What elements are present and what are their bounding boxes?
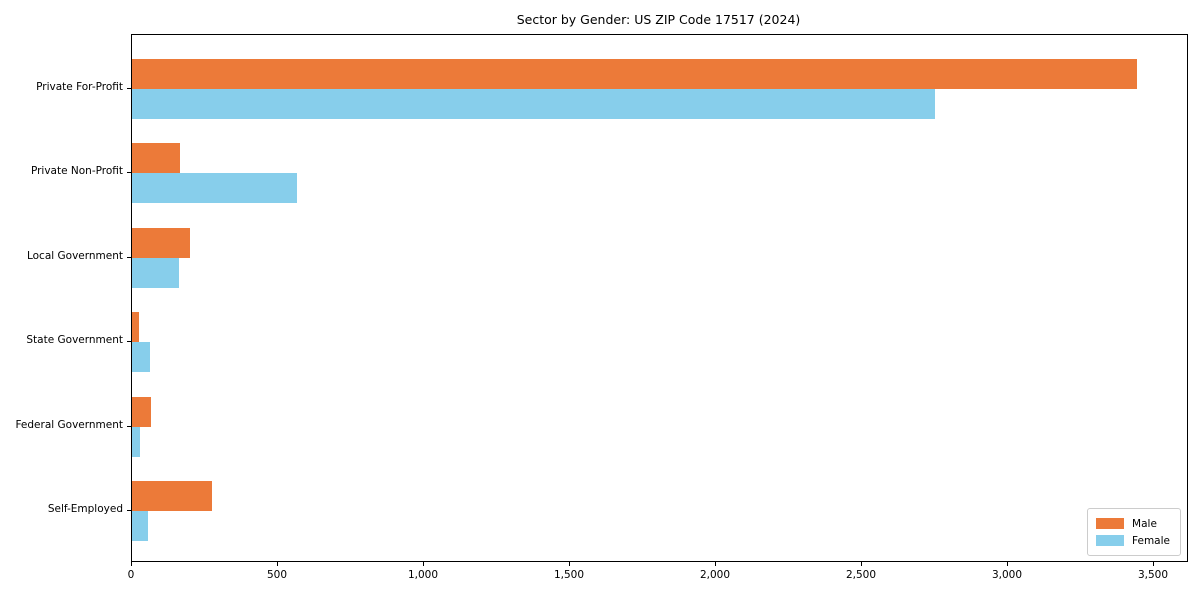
x-tick-label-3000: 3,000 [991,569,1023,581]
legend: Male Female [1087,508,1181,556]
x-tick-mark [1007,562,1008,566]
y-tick-label-private-non-profit: Private Non-Profit [30,165,123,178]
x-tick-mark [277,562,278,566]
chart-title: Sector by Gender: US ZIP Code 17517 (202… [516,12,801,27]
bar-male-self-employed [132,481,213,511]
legend-item-female: Female [1096,532,1170,549]
x-tick-label-1500: 1,500 [553,569,585,581]
plot-area: Male Female [131,34,1188,562]
bar-female-self-employed [132,511,148,541]
x-tick-label-500: 500 [266,569,288,581]
x-tick-mark [861,562,862,566]
x-tick-label-2000: 2,000 [699,569,731,581]
x-tick-mark [569,562,570,566]
x-tick-mark [1153,562,1154,566]
x-tick-mark [715,562,716,566]
y-tick-mark [127,88,131,89]
y-tick-mark [127,256,131,258]
bar-female-private-non-profit [132,173,297,204]
y-tick-label-private-for-profit: Private For-Profit [36,81,123,93]
bar-male-federal-government [132,396,151,427]
bar-male-private-for-profit [132,59,1137,89]
bar-female-state-government [132,342,151,373]
x-tick-label-0: 0 [127,569,135,581]
y-tick-mark [127,341,131,343]
x-tick-label-2500: 2,500 [845,569,877,581]
bar-male-private-non-profit [132,143,181,174]
bar-female-local-government [132,257,179,288]
y-tick-mark [127,425,131,427]
y-tick-label-state-government: State Government [26,334,123,347]
x-tick-label-3500: 3,500 [1137,569,1169,581]
y-tick-label-federal-government: Federal Government [15,418,123,431]
bar-female-private-for-profit [132,89,935,119]
bar-female-federal-government [132,426,141,457]
x-tick-mark [423,562,424,566]
x-tick-label-1000: 1,000 [407,569,439,581]
legend-label-male: Male [1132,517,1157,530]
y-tick-mark [127,172,131,174]
x-tick-mark [131,562,132,566]
y-tick-label-local-government: Local Government [26,249,123,262]
bar-male-local-government [132,227,191,258]
legend-item-male: Male [1096,515,1170,532]
bar-male-state-government [132,312,140,343]
female-swatch-icon [1096,535,1125,546]
male-swatch-icon [1096,518,1125,529]
legend-label-female: Female [1132,534,1170,547]
y-tick-mark [127,510,131,511]
y-tick-label-self-employed: Self-Employed [47,503,123,515]
